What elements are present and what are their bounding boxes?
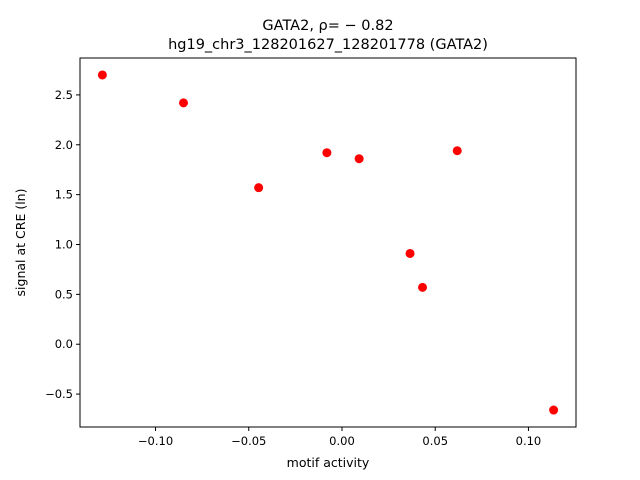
y-tick-label: 0.5 — [55, 287, 73, 301]
chart-title-line2: hg19_chr3_128201627_128201778 (GATA2) — [168, 37, 488, 53]
x-tick-label: −0.10 — [138, 434, 173, 448]
data-point — [254, 183, 264, 193]
plot-area-frame — [79, 57, 577, 428]
x-tick-label: 0.10 — [516, 434, 542, 448]
y-tick-label: 1.5 — [55, 188, 73, 202]
x-tick-label: 0.00 — [329, 434, 355, 448]
data-point — [405, 248, 415, 258]
y-tick-label: 1.0 — [55, 237, 73, 251]
data-point — [97, 70, 107, 80]
data-point — [418, 282, 428, 292]
y-axis-label: signal at CRE (ln) — [13, 189, 28, 297]
data-points — [97, 70, 559, 415]
chart-title-line1: GATA2, ρ= − 0.82 — [262, 18, 393, 34]
y-tick-label: 2.0 — [55, 138, 73, 152]
data-point — [322, 148, 332, 158]
data-point — [354, 154, 364, 164]
x-tick-label: −0.05 — [231, 434, 266, 448]
x-axis-label: motif activity — [287, 455, 370, 470]
data-point — [178, 98, 188, 108]
y-tick-label: 2.5 — [55, 88, 73, 102]
x-axis-ticks: −0.10 −0.05 0.00 0.05 0.10 — [138, 427, 541, 448]
y-tick-label: −0.5 — [45, 387, 73, 401]
y-tick-label: 0.0 — [55, 337, 73, 351]
data-point — [452, 146, 462, 156]
y-axis-ticks: −0.5 0.0 0.5 1.0 1.5 2.0 2.5 — [45, 88, 80, 401]
x-tick-label: 0.05 — [422, 434, 448, 448]
data-point — [549, 405, 559, 415]
